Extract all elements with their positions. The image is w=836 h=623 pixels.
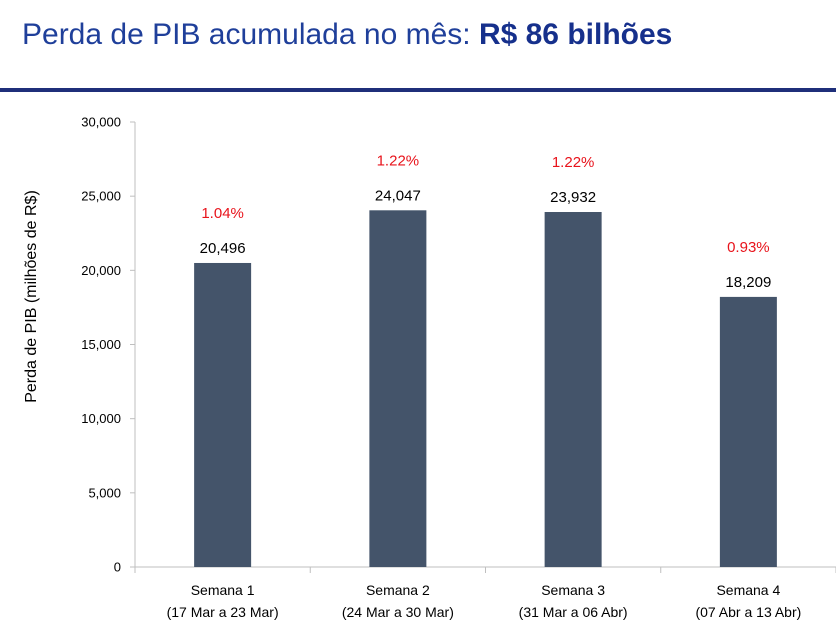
title-prefix: Perda de PIB acumulada no mês: <box>22 18 479 51</box>
y-tick-label: 20,000 <box>81 263 121 278</box>
y-tick-label: 5,000 <box>88 485 121 500</box>
title-amount: R$ 86 bilhões <box>478 18 673 51</box>
y-tick-label: 30,000 <box>81 115 121 130</box>
bar <box>194 262 252 567</box>
data-label: 18,209 <box>725 274 771 291</box>
y-tick-label: 25,000 <box>81 189 121 204</box>
bar <box>544 212 602 567</box>
percent-label: 1.22% <box>552 154 595 171</box>
page-title: Perda de PIB acumulada no mês: R$ 86 bil… <box>22 18 672 52</box>
percent-label: 0.93% <box>727 239 770 256</box>
header-rule <box>0 88 836 92</box>
data-label: 24,047 <box>375 187 421 204</box>
y-axis-title: Perda de PIB (milhões de R$) <box>23 190 40 403</box>
y-tick-label: 10,000 <box>81 411 121 426</box>
x-tick-sublabel: (31 Mar a 06 Abr) <box>519 604 628 620</box>
x-tick-label: Semana 4 <box>716 582 780 598</box>
bar <box>719 296 777 567</box>
x-tick-label: Semana 3 <box>541 582 605 598</box>
bar <box>369 210 427 567</box>
data-label: 23,932 <box>550 189 596 206</box>
y-tick-label: 15,000 <box>81 337 121 352</box>
x-tick-sublabel: (24 Mar a 30 Mar) <box>342 604 454 620</box>
x-tick-label: Semana 1 <box>191 582 255 598</box>
percent-label: 1.22% <box>377 152 420 169</box>
data-label: 20,496 <box>200 240 246 257</box>
percent-label: 1.04% <box>201 205 244 222</box>
y-tick-label: 0 <box>114 560 121 575</box>
x-tick-sublabel: (07 Abr a 13 Abr) <box>695 604 801 620</box>
x-tick-label: Semana 2 <box>366 582 430 598</box>
x-tick-sublabel: (17 Mar a 23 Mar) <box>167 604 279 620</box>
